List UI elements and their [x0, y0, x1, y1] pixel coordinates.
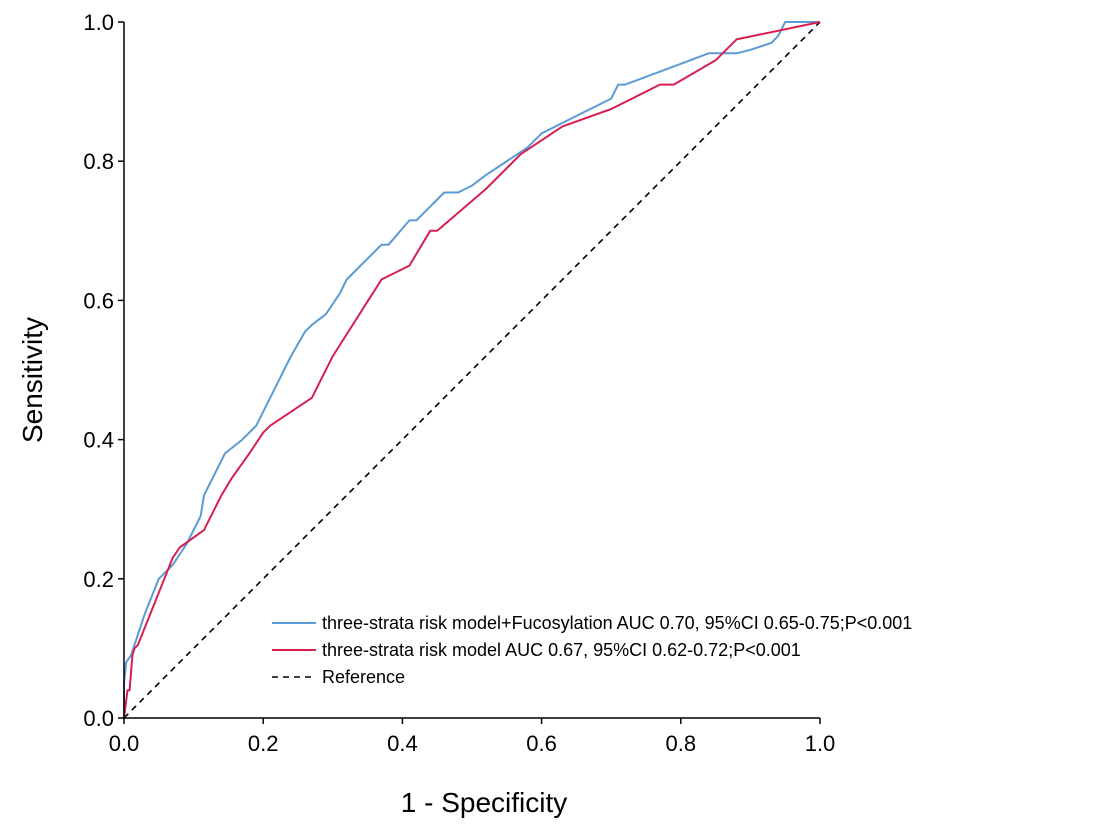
- x-tick-label: 0.4: [387, 731, 418, 756]
- y-tick-label: 0.0: [83, 706, 114, 731]
- x-tick-label: 0.8: [666, 731, 697, 756]
- x-axis-title: 1 - Specificity: [401, 787, 568, 818]
- axes: 0.0 0.2 0.4 0.6 0.8 1.0 0.0 0.2 0.4 0.6 0.8 1.0 1 - …: [17, 10, 835, 818]
- y-tick-label: 0.6: [83, 288, 114, 313]
- y-tick-label: 0.4: [83, 428, 114, 453]
- x-tick-label: 0.2: [248, 731, 279, 756]
- x-tick-label: 0.6: [526, 731, 557, 756]
- x-tick-label: 0.0: [109, 731, 140, 756]
- roc-series-line-0: [123, 21, 820, 718]
- legend: three-strata risk model+Fucosylation AUC…: [272, 613, 912, 687]
- plot-area: [123, 21, 821, 719]
- legend-label: Reference: [322, 667, 405, 687]
- x-tick-label: 1.0: [805, 731, 836, 756]
- y-axis-title: Sensitivity: [17, 317, 48, 443]
- y-tick-label: 1.0: [83, 10, 114, 35]
- y-tick-label: 0.2: [83, 567, 114, 592]
- legend-label: three-strata risk model AUC 0.67, 95%CI …: [322, 640, 801, 660]
- roc-series-line-1: [123, 21, 821, 719]
- legend-label: three-strata risk model+Fucosylation AUC…: [322, 613, 912, 633]
- y-tick-label: 0.8: [83, 149, 114, 174]
